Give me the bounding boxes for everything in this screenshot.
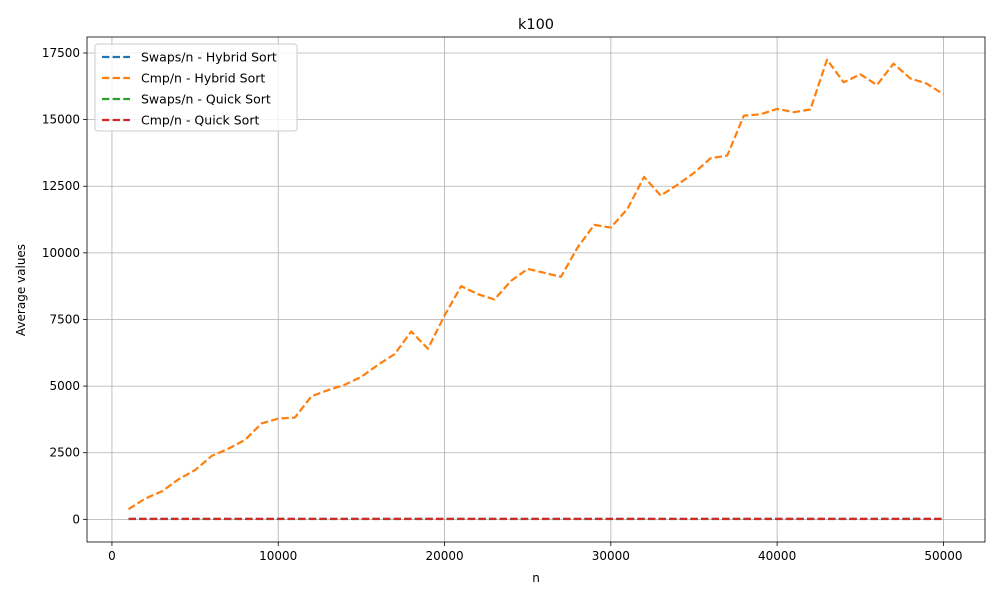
series-line-2 xyxy=(127,58,945,511)
x-tick-label: 0 xyxy=(108,549,116,563)
legend-box xyxy=(94,43,298,132)
x-tick-label: 20000 xyxy=(425,549,463,563)
plot-frame xyxy=(86,36,986,543)
legend-entry: Cmp/n - Hybrid Sort xyxy=(141,71,265,86)
x-tick-label: 50000 xyxy=(924,549,962,563)
y-axis-label: Average values xyxy=(14,244,28,336)
y-axis-ticks: 0 2500 5000 7500 10000 12500 15000 17500 xyxy=(42,46,87,526)
y-tick-label: 10000 xyxy=(42,246,80,260)
legend-entry: Cmp/n - Quick Sort xyxy=(141,113,259,128)
legend-entry: Swaps/n - Hybrid Sort xyxy=(141,50,277,65)
y-tick-label: 7500 xyxy=(49,312,80,326)
y-tick-label: 12500 xyxy=(42,179,80,193)
legend-entry: Swaps/n - Quick Sort xyxy=(141,92,271,107)
x-tick-label: 40000 xyxy=(758,549,796,563)
x-axis-ticks: 0 10000 20000 30000 40000 50000 xyxy=(108,542,963,563)
y-tick-label: 5000 xyxy=(49,379,80,393)
x-tick-label: 10000 xyxy=(259,549,297,563)
y-tick-label: 17500 xyxy=(42,46,80,60)
legend: Swaps/n - Hybrid Sort Cmp/n - Hybrid Sort… xyxy=(94,43,298,132)
y-tick-label: 15000 xyxy=(42,113,80,127)
y-tick-label: 2500 xyxy=(49,446,80,460)
x-axis-label: n xyxy=(532,571,540,585)
y-tick-label: 0 xyxy=(72,512,80,526)
x-tick-label: 30000 xyxy=(592,549,630,563)
chart-title: k100 xyxy=(518,17,554,33)
series-lines xyxy=(127,58,945,521)
